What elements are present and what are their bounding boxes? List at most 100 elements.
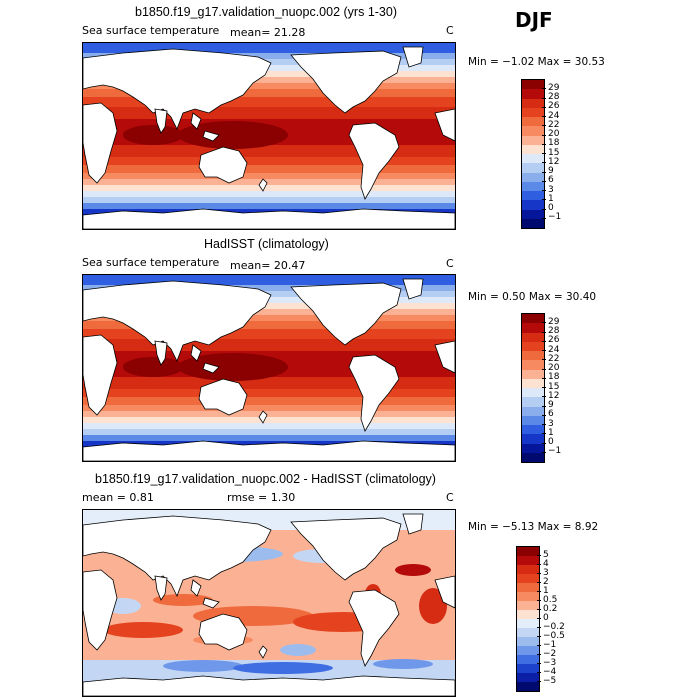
- colorbar-tick-label: 24: [548, 344, 560, 355]
- field-anomaly: [163, 660, 243, 672]
- colorbar-segment: [522, 80, 544, 90]
- colorbar-segment: [522, 107, 544, 117]
- field-band: [83, 435, 455, 441]
- field-band: [83, 303, 455, 309]
- land-africa: [83, 569, 455, 651]
- colorbar-segment: [522, 443, 544, 453]
- land-southAmerica: [348, 589, 400, 667]
- colorbar-segment: [522, 351, 544, 361]
- panel1-units: C: [446, 24, 454, 37]
- colorbar-tick: [542, 116, 546, 117]
- colorbar-box: [521, 79, 545, 229]
- field-band: [83, 315, 455, 321]
- land-greenland: [402, 513, 424, 535]
- field-band: [83, 275, 455, 285]
- field-band: [83, 43, 455, 53]
- colorbar-segment: [522, 218, 544, 228]
- colorbar-tick-label: 18: [548, 372, 560, 383]
- field-band: [83, 77, 455, 83]
- field-anomaly: [178, 121, 288, 149]
- colorbar-tick: [537, 582, 541, 583]
- colorbar-tick: [542, 199, 546, 201]
- panel2-map: [82, 274, 456, 462]
- colorbar-segment: [517, 574, 539, 583]
- land-antarctica: [83, 208, 455, 229]
- colorbar-segment: [522, 452, 544, 462]
- land-india: [154, 575, 168, 601]
- land-northAmerica: [290, 282, 402, 346]
- colorbar-tick: [542, 143, 546, 145]
- colorbar-tick: [537, 609, 541, 610]
- land-india: [154, 108, 168, 134]
- colorbar-segment: [522, 135, 544, 145]
- colorbar-tick-label: 2: [543, 576, 549, 587]
- colorbar-tick-label: 20: [548, 129, 560, 139]
- colorbar-tick-label: 6: [548, 409, 554, 420]
- field-band: [83, 191, 455, 197]
- colorbar-segment: [517, 556, 539, 565]
- colorbar-segment: [522, 332, 544, 342]
- colorbar-tick: [542, 340, 546, 342]
- panel3-minmax: Min = −5.13 Max = 8.92: [468, 521, 599, 533]
- colorbar-tick-label: −1: [548, 212, 562, 223]
- panel3-map: [82, 509, 456, 697]
- colorbar-segment: [522, 117, 544, 127]
- colorbar-tick-label: 29: [548, 316, 560, 327]
- colorbar-tick: [537, 645, 541, 646]
- colorbar-tick-label: 9: [548, 166, 554, 176]
- colorbar-tick: [542, 424, 546, 425]
- colorbar-tick-label: 3: [548, 184, 554, 195]
- field-band: [83, 165, 455, 173]
- field-band: [83, 297, 455, 303]
- field-band: [83, 423, 455, 429]
- colorbar-tick-label: −2: [543, 648, 557, 659]
- colorbar-segment: [522, 314, 544, 324]
- colorbar-tick: [542, 208, 546, 210]
- colorbar-tick: [542, 134, 546, 136]
- colorbar-tick: [542, 106, 546, 108]
- colorbar-tick-label: 0: [548, 203, 554, 213]
- land-africa: [83, 334, 455, 416]
- colorbar-segment: [522, 360, 544, 370]
- colorbar-segment: [522, 191, 544, 201]
- colorbar-tick-label: 26: [548, 101, 560, 112]
- colorbar-segment: [522, 126, 544, 136]
- field-band: [83, 71, 455, 77]
- field-band: [83, 89, 455, 97]
- colorbar-tick: [542, 171, 546, 173]
- colorbar-segment: [522, 89, 544, 99]
- colorbar-tick-label: 5: [543, 549, 549, 560]
- colorbar-tick: [542, 414, 546, 416]
- colorbar-tick: [542, 387, 546, 388]
- land-europeAsia: [83, 515, 272, 597]
- field-band: [83, 65, 455, 71]
- colorbar-tick-label: 0: [548, 437, 554, 447]
- land-africa: [83, 102, 455, 184]
- colorbar-tick: [542, 180, 546, 182]
- colorbar-segment: [517, 610, 539, 619]
- land-europeAsia: [83, 48, 272, 130]
- colorbar-tick-label: 1: [548, 193, 554, 204]
- colorbar-tick-label: 3: [543, 567, 549, 578]
- panel1-minmax: Min = −1.02 Max = 30.53: [468, 56, 605, 68]
- colorbar-tick-label: 20: [548, 363, 560, 373]
- field-anomaly: [178, 353, 288, 381]
- colorbar-tick: [537, 672, 541, 673]
- season-label: DJF: [515, 8, 553, 32]
- colorbar-segment: [517, 547, 539, 556]
- colorbar-tick: [537, 663, 541, 664]
- panel1-colorbar: 29 28 26 24 22 20 18 15 12 9 6 3 1 0 −1: [521, 79, 561, 229]
- land-newZealand: [258, 410, 268, 424]
- colorbar-tick: [542, 217, 546, 219]
- land-greenland: [402, 46, 424, 68]
- colorbar-tick: [537, 600, 541, 601]
- colorbar-segment: [522, 172, 544, 182]
- field-band: [83, 329, 455, 339]
- colorbar-tick-label: 15: [548, 147, 560, 158]
- colorbar-tick: [542, 97, 546, 99]
- land-southAmerica: [348, 354, 400, 432]
- field-band: [83, 285, 455, 291]
- land-seAsia: [190, 579, 220, 609]
- field-anomaly: [395, 564, 431, 576]
- panel3-rmse: rmse = 1.30: [227, 491, 296, 504]
